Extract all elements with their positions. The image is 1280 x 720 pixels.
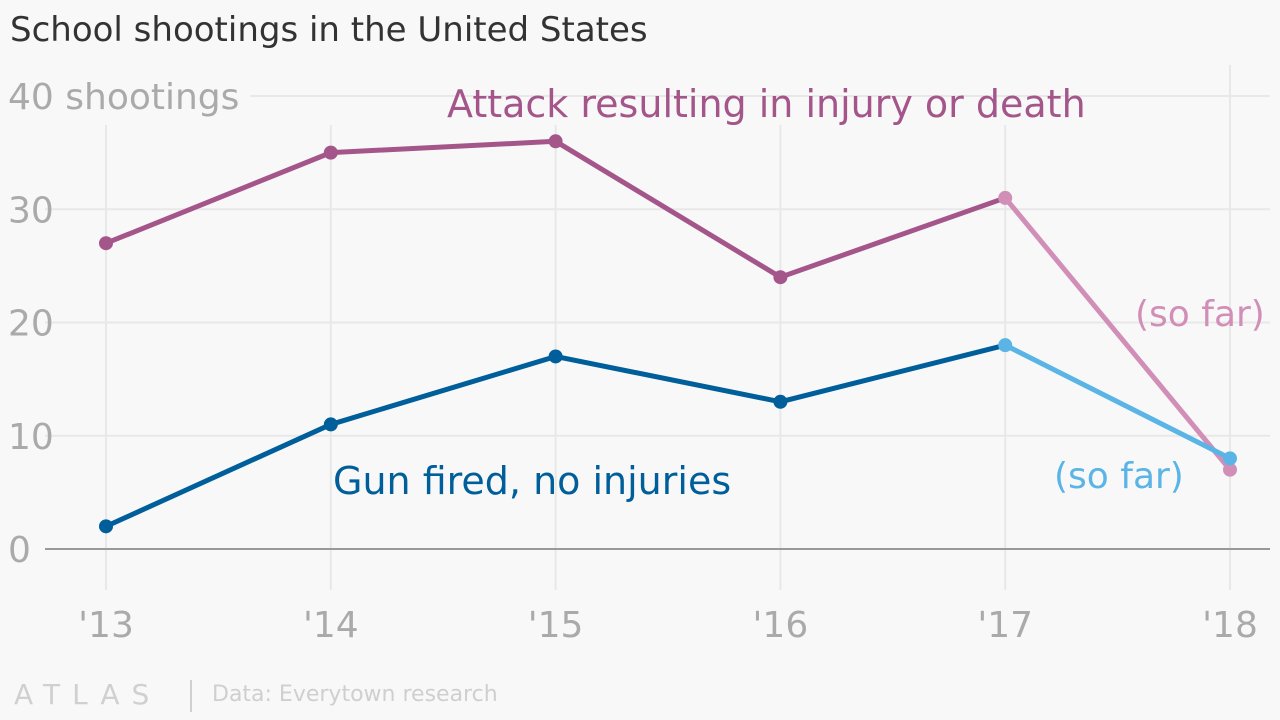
data-point — [323, 417, 338, 432]
axis-layer: 0 10 20 30 40 shootings '13 '14 '15 '16 '17 '18 — [8, 77, 1270, 646]
grid-layer — [45, 65, 1270, 590]
x-tick-label: '16 — [753, 605, 809, 646]
data-point — [1223, 462, 1237, 477]
data-point — [99, 236, 113, 251]
source-note: Data: Everytown research — [212, 682, 498, 707]
series-line-partial — [1003, 196, 1232, 472]
y-tick-label: 0 — [8, 530, 31, 571]
partial-year-label: (so far) — [1135, 294, 1265, 335]
atlas-logo: ATLAS — [14, 678, 162, 711]
footer-divider — [190, 680, 192, 712]
x-tick-label: '14 — [303, 605, 359, 646]
y-axis-top-label: 40 shootings — [8, 77, 239, 118]
data-point — [773, 394, 788, 409]
chart-title: School shootings in the United States — [10, 10, 648, 50]
partial-year-label: (so far) — [1054, 456, 1184, 497]
y-tick-label: 30 — [8, 190, 54, 231]
y-tick-label: 20 — [8, 304, 54, 345]
data-point — [773, 270, 788, 285]
data-point — [548, 134, 563, 149]
data-point — [99, 519, 113, 534]
data-point — [998, 190, 1013, 205]
x-tick-label: '17 — [977, 605, 1033, 646]
series-label: Attack resulting in injury or death — [447, 82, 1086, 126]
x-tick-label: '13 — [78, 605, 134, 646]
series-line-partial — [1004, 342, 1232, 461]
x-tick-label: '18 — [1202, 605, 1258, 646]
x-tick-label: '15 — [528, 605, 584, 646]
label-layer: Attack resulting in injury or death (so f… — [333, 82, 1265, 503]
series-label: Gun fired, no injuries — [333, 459, 731, 503]
series-layer — [99, 134, 1237, 534]
data-point — [548, 349, 563, 364]
data-point — [998, 338, 1013, 353]
y-tick-label: 10 — [8, 417, 54, 458]
data-point — [1223, 451, 1237, 466]
data-point — [323, 145, 338, 160]
